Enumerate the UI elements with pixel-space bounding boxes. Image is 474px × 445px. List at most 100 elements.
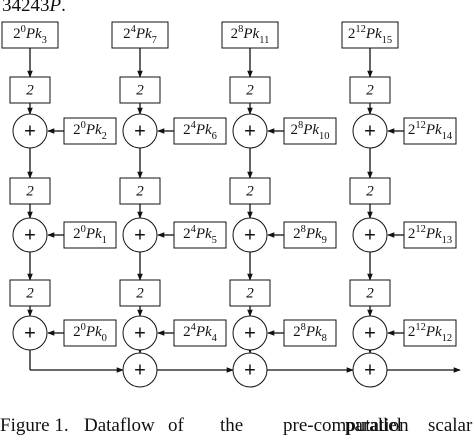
header-period: . <box>61 0 66 16</box>
top-term-label: 24Pk7 <box>123 24 157 46</box>
caption-word: of <box>168 415 184 436</box>
adder-circle <box>12 315 48 351</box>
plus-symbol: + <box>364 120 376 142</box>
times-two-box <box>9 279 51 307</box>
times-two-box <box>119 76 161 104</box>
plus-symbol: + <box>244 224 256 246</box>
times-two-box <box>119 279 161 307</box>
plus-symbol: + <box>364 359 376 381</box>
times-two-box <box>9 76 51 104</box>
adder-circle <box>352 352 388 388</box>
plus-symbol: + <box>24 120 36 142</box>
adder-circle <box>352 113 388 149</box>
plus-symbol: + <box>134 120 146 142</box>
times-two-box <box>229 279 271 307</box>
plus-symbol: + <box>24 322 36 344</box>
times-two-box <box>349 279 391 307</box>
plus-symbol: + <box>244 120 256 142</box>
bottom-adder: + <box>352 352 388 388</box>
adder-circle <box>352 315 388 351</box>
adder-circle <box>12 113 48 149</box>
input-term-label: 20Pk1 <box>73 224 107 246</box>
caption-word: Figure 1. <box>0 415 69 436</box>
plus-symbol: + <box>244 359 256 381</box>
times-two-box <box>229 177 271 205</box>
caption-word: Dataflow <box>84 415 155 436</box>
input-term-box <box>283 319 337 347</box>
input-term-box <box>283 117 337 145</box>
adder-circle <box>232 352 268 388</box>
input-term-box <box>173 117 227 145</box>
times-two-label: 2 <box>366 183 374 199</box>
top-term-label: 20Pk3 <box>13 24 47 46</box>
input-term-box <box>283 221 337 249</box>
times-two-box <box>9 177 51 205</box>
times-two-label: 2 <box>26 82 34 98</box>
top-term-box <box>1 21 59 49</box>
dataflow-nodes: 20Pk3 2 2 2 + 20Pk2 + 20Pk1 + 20Pk0 24Pk7 2 2 2 + 24Pk6… <box>1 21 457 388</box>
input-term-label: 24Pk4 <box>183 322 218 344</box>
caption-word: the <box>220 415 244 436</box>
dataflow-arrows <box>27 48 461 373</box>
input-term-box <box>63 319 117 347</box>
plus-symbol: + <box>364 322 376 344</box>
input-term-box <box>403 319 457 347</box>
input-term-box <box>63 117 117 145</box>
times-two-box <box>119 177 161 205</box>
plus-symbol: + <box>134 322 146 344</box>
times-two-label: 2 <box>366 285 374 301</box>
column-2: 24Pk7 2 2 2 + 24Pk6 + 24Pk5 + 24Pk4 <box>111 21 227 351</box>
adder-circle <box>232 217 268 253</box>
times-two-label: 2 <box>26 285 34 301</box>
dataflow-diagram: 20Pk3 2 2 2 + 20Pk2 + 20Pk1 + 20Pk0 24Pk7 2 2 2 + 24Pk6… <box>1 21 461 388</box>
adder-circle <box>122 352 158 388</box>
times-two-label: 2 <box>246 285 254 301</box>
input-term-label: 28Pk9 <box>293 224 327 246</box>
input-term-label: 24Pk6 <box>183 120 217 142</box>
caption-word: parallel <box>345 415 402 436</box>
header-fragment: 34243P. <box>2 0 66 17</box>
bottom-adder: + <box>122 352 158 388</box>
adder-circle <box>122 113 158 149</box>
plus-symbol: + <box>244 322 256 344</box>
adder-circle <box>122 315 158 351</box>
times-two-label: 2 <box>136 82 144 98</box>
input-term-box <box>63 221 117 249</box>
column-3: 28Pk11 2 2 2 + 28Pk10 + 28Pk9 + 28Pk8 <box>221 21 337 351</box>
bottom-adder: + <box>232 352 268 388</box>
figure-caption: Figure 1. Dataflow of the pre-computation par… <box>0 415 474 445</box>
adder-circle <box>352 217 388 253</box>
times-two-label: 2 <box>136 183 144 199</box>
times-two-label: 2 <box>246 183 254 199</box>
column-4: 212Pk15 2 2 2 + 212Pk14 + 212Pk13 + 212Pk12 <box>341 21 457 351</box>
plus-symbol: + <box>134 359 146 381</box>
input-term-label: 28Pk8 <box>293 322 327 344</box>
adder-circle <box>12 217 48 253</box>
input-term-label: 212Pk12 <box>408 322 452 344</box>
times-two-box <box>229 76 271 104</box>
input-term-box <box>403 221 457 249</box>
top-term-label: 212Pk15 <box>348 24 392 46</box>
plus-symbol: + <box>134 224 146 246</box>
input-term-label: 212Pk14 <box>408 120 453 142</box>
input-term-label: 212Pk13 <box>408 224 452 246</box>
times-two-box <box>349 76 391 104</box>
top-term-box <box>341 21 399 49</box>
header-variable: P <box>49 0 62 16</box>
input-term-box <box>173 221 227 249</box>
input-term-box <box>173 319 227 347</box>
times-two-box <box>349 177 391 205</box>
header-number: 34243 <box>2 0 50 16</box>
top-term-box <box>111 21 169 49</box>
plus-symbol: + <box>364 224 376 246</box>
column-1: 20Pk3 2 2 2 + 20Pk2 + 20Pk1 + 20Pk0 <box>1 21 117 351</box>
adder-circle <box>122 217 158 253</box>
input-term-label: 28Pk10 <box>290 120 329 142</box>
times-two-label: 2 <box>246 82 254 98</box>
top-term-box <box>221 21 279 49</box>
times-two-label: 2 <box>26 183 34 199</box>
plus-symbol: + <box>24 224 36 246</box>
adder-circle <box>232 113 268 149</box>
input-term-label: 20Pk2 <box>73 120 107 142</box>
adder-circle <box>232 315 268 351</box>
